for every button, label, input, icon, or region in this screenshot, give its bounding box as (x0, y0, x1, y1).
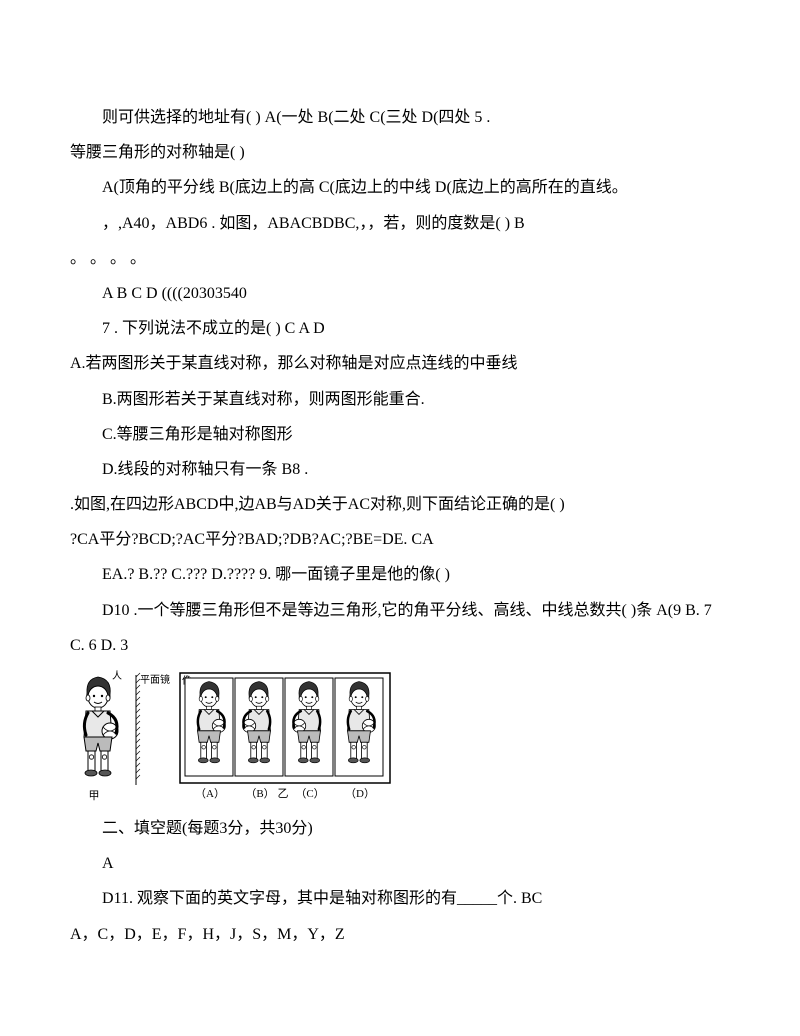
q8-options: EA.? B.?? C.??? D.???? 9. 哪一面镜子里是他的像( ) (70, 557, 730, 592)
stray-a: A (70, 846, 730, 881)
page: 则可供选择的地址有( ) A(一处 B(二处 C(三处 D(四处 5 . 等腰三… (0, 0, 800, 992)
q10-stem: D10 .一个等腰三角形但不是等边三角形,它的角平分线、高线、中线总数共( )条… (70, 593, 730, 663)
q8-cond: ?CA平分?BCD;?AC平分?BAD;?DB?AC;?BE=DE. CA (70, 522, 730, 557)
svg-text:（B）: （B） (245, 787, 274, 800)
svg-text:（C）: （C） (295, 787, 324, 800)
q11-letters: A，C，D，E，F，H，J，S，M，Y，Z (70, 917, 730, 952)
mirror-figure: 人平面镜甲像（A）（B）（C）（D）乙 (70, 667, 730, 807)
svg-text:乙: 乙 (278, 787, 289, 800)
q6-options: A B C D ((((20303540 (70, 276, 730, 311)
q4-stem-cont: 则可供选择的地址有( ) A(一处 B(二处 C(三处 D(四处 5 . (70, 100, 730, 135)
svg-text:平面镜: 平面镜 (140, 673, 170, 686)
svg-text:（D）: （D） (345, 787, 375, 800)
q5-options: A(顶角的平分线 B(底边上的高 C(底边上的中线 D(底边上的高所在的直线。 (70, 170, 730, 205)
svg-text:人: 人 (112, 670, 122, 682)
section2-title: 二、填空题(每题3分，共30分) (70, 811, 730, 846)
q7-opt-d: D.线段的对称轴只有一条 B8 . (70, 452, 730, 487)
svg-text:（A）: （A） (195, 787, 225, 800)
q5-stem: 等腰三角形的对称轴是( ) (70, 135, 730, 170)
q6-stem: ，,A40，ABD6 . 如图，ABACBDBC,，，若，则的度数是( ) B (70, 206, 730, 241)
q8-stem: .如图,在四边形ABCD中,边AB与AD关于AC对称,则下面结论正确的是( ) (70, 487, 730, 522)
q11-stem: D11. 观察下面的英文字母，其中是轴对称图形的有_____个. BC (70, 881, 730, 916)
q6-dots: 。 。 。 。 (70, 241, 730, 276)
q7-stem: 7 . 下列说法不成立的是( ) C A D (70, 311, 730, 346)
q7-opt-c: C.等腰三角形是轴对称图形 (70, 417, 730, 452)
q7-opt-b: B.两图形若关于某直线对称，则两图形能重合. (70, 382, 730, 417)
svg-text:甲: 甲 (89, 790, 100, 802)
q7-opt-a: A.若两图形关于某直线对称，那么对称轴是对应点连线的中垂线 (70, 346, 730, 381)
